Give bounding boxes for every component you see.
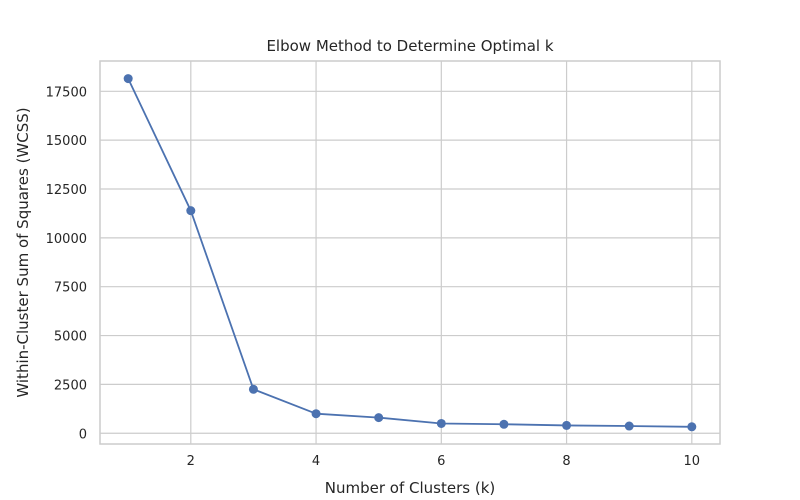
- data-point: [123, 74, 133, 84]
- data-point: [311, 409, 321, 419]
- x-tick-label: 4: [312, 454, 320, 469]
- grid-layer: [100, 61, 720, 444]
- y-tick-label: 15000: [46, 134, 87, 149]
- y-axis-label: Within-Cluster Sum of Squares (WCSS): [14, 107, 32, 397]
- data-point: [624, 421, 634, 431]
- axes-frame: [99, 60, 721, 445]
- data-point: [248, 384, 258, 394]
- data-point: [562, 420, 572, 430]
- y-tick-label: 10000: [46, 232, 87, 247]
- x-tick-label: 8: [562, 454, 570, 469]
- x-tick-label: 6: [437, 454, 445, 469]
- y-tick-label: 17500: [46, 85, 87, 100]
- tick-layer: 2 4 6 8 10 0 2500 5000 7500 10000 12500 15000 17500: [46, 85, 700, 469]
- x-axis-label: Number of Clusters (k): [325, 479, 495, 497]
- data-point: [436, 418, 446, 428]
- y-tick-label: 7500: [54, 281, 87, 296]
- chart-title: Elbow Method to Determine Optimal k: [266, 37, 553, 55]
- y-tick-label: 5000: [54, 330, 87, 345]
- series-line: [127, 78, 692, 428]
- series-layer: [123, 74, 697, 432]
- y-tick-label: 0: [79, 427, 87, 442]
- data-point: [687, 422, 697, 432]
- data-point: [374, 413, 384, 423]
- y-tick-label: 12500: [46, 183, 87, 198]
- y-tick-label: 2500: [54, 378, 87, 393]
- data-point: [499, 419, 509, 429]
- x-tick-label: 10: [684, 454, 701, 469]
- x-tick-label: 2: [187, 454, 195, 469]
- data-point: [186, 206, 196, 216]
